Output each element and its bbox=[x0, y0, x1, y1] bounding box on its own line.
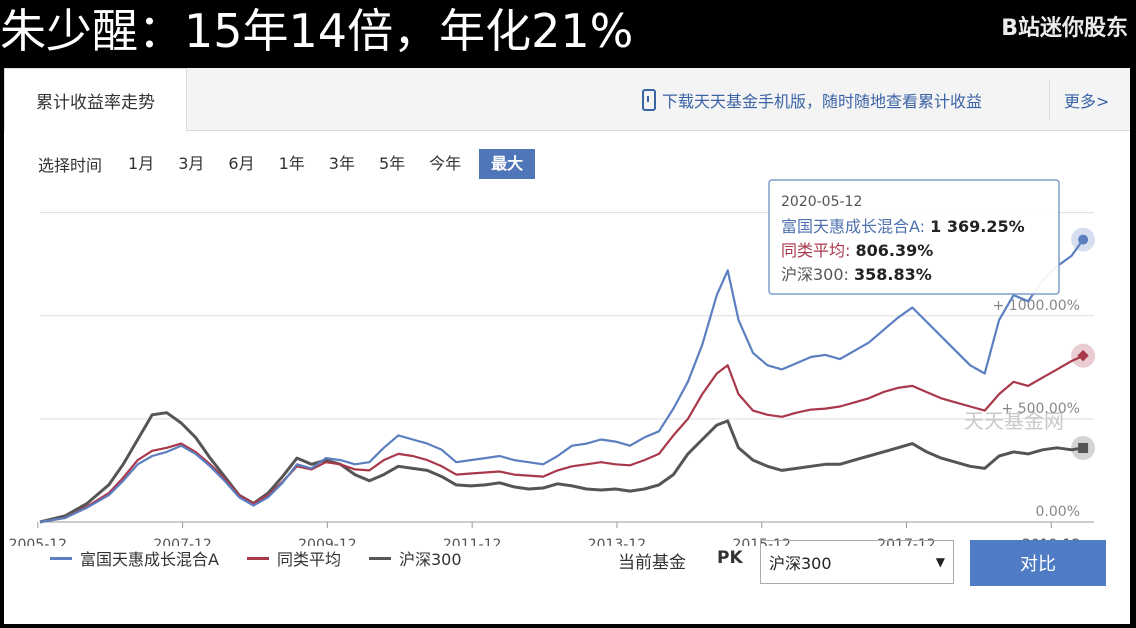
legend-label: 同类平均 bbox=[276, 550, 341, 569]
tooltip-box bbox=[768, 179, 1060, 295]
end-marker bbox=[1077, 350, 1089, 362]
divider bbox=[1049, 80, 1050, 120]
banner-brand: B站迷你股东 bbox=[1001, 16, 1128, 41]
legend-swatch bbox=[50, 556, 72, 560]
pk-label: PK bbox=[717, 548, 743, 568]
x-tick-label: 2013-12 bbox=[588, 537, 647, 546]
x-tick-label: 2015-12 bbox=[732, 537, 791, 546]
promo-text: 下载天天基金手机版，随时随地查看累计收益 bbox=[662, 92, 983, 111]
y-tick-label: 0.00% bbox=[1036, 504, 1080, 520]
tooltip-series-name: 富国天惠成长混合A: bbox=[781, 217, 930, 236]
chart-series bbox=[39, 227, 1096, 524]
banner-title: 朱少醒：15年14倍，年化21% bbox=[0, 4, 634, 58]
app-download-link[interactable]: 下载天天基金手机版，随时随地查看累计收益 bbox=[642, 88, 982, 112]
time-range-1[interactable]: 3月 bbox=[178, 154, 205, 173]
legend-swatch bbox=[368, 556, 391, 560]
compare-select-value: 沪深300 bbox=[769, 554, 832, 573]
x-tick-label: 2009-12 bbox=[298, 537, 357, 546]
time-range-options: 1月 3月 6月 1年 3年 5年 今年 最大 bbox=[116, 149, 536, 179]
series-line-1 bbox=[39, 354, 1084, 524]
video-banner: 朱少醒：15年14倍，年化21% B站迷你股东 bbox=[0, 0, 1136, 66]
time-range-label: 选择时间 bbox=[38, 156, 103, 175]
current-fund-label: 当前基金 bbox=[618, 553, 686, 573]
time-range-7[interactable]: 最大 bbox=[479, 149, 536, 179]
end-marker bbox=[1078, 442, 1089, 453]
time-range-4[interactable]: 3年 bbox=[328, 154, 355, 173]
tooltip-date: 2020-05-12 bbox=[781, 194, 862, 210]
tooltip-series-value: 358.83% bbox=[854, 265, 932, 284]
end-marker bbox=[1078, 234, 1089, 245]
chart-legend: 富国天惠成长混合A 同类平均 沪深300 bbox=[50, 546, 462, 570]
legend-item-2[interactable]: 沪深300 bbox=[368, 546, 462, 570]
time-range-0[interactable]: 1月 bbox=[128, 154, 155, 173]
compare-index-select[interactable]: 沪深300 ▼ bbox=[760, 540, 954, 584]
time-range-5[interactable]: 5年 bbox=[378, 154, 406, 173]
series-line-0 bbox=[39, 238, 1084, 524]
tooltip-series-name: 沪深300: bbox=[781, 265, 854, 284]
chart-tooltip: 2020-05-12 富国天惠成长混合A: 1 369.25% 同类平均: 806.… bbox=[768, 179, 1060, 295]
tooltip-series-value: 1 369.25% bbox=[930, 217, 1024, 236]
x-tick-label: 2007-12 bbox=[153, 537, 212, 546]
dropdown-arrow-icon: ▼ bbox=[935, 555, 945, 569]
compare-button[interactable]: 对比 bbox=[970, 540, 1106, 586]
legend-swatch bbox=[246, 556, 269, 560]
legend-label: 富国天惠成长混合A bbox=[80, 550, 219, 569]
time-range-6[interactable]: 今年 bbox=[429, 154, 462, 173]
tooltip-series-value: 806.39% bbox=[855, 241, 933, 260]
legend-label: 沪深300 bbox=[398, 550, 462, 569]
time-range-3[interactable]: 1年 bbox=[278, 154, 305, 173]
tooltip-row-0: 富国天惠成长混合A: 1 369.25% bbox=[781, 217, 1025, 236]
y-axis-ticks: 0.00% + 500.00% + 1000.00% bbox=[993, 298, 1080, 520]
x-tick-label: 2011-12 bbox=[443, 537, 502, 546]
tooltip-row-1: 同类平均: 806.39% bbox=[781, 241, 933, 260]
phone-icon bbox=[642, 89, 656, 111]
y-tick-label: + 500.00% bbox=[1002, 401, 1080, 417]
x-tick-label: 2005-12 bbox=[9, 537, 68, 546]
y-tick-label: + 1000.00% bbox=[993, 298, 1080, 314]
tab-cumulative-return[interactable]: 累计收益率走势 bbox=[4, 68, 187, 131]
x-tick-label: 2017-12 bbox=[877, 537, 936, 546]
chart-watermark: 天天基金网 bbox=[964, 409, 1064, 433]
legend-item-0[interactable]: 富国天惠成长混合A bbox=[50, 546, 219, 570]
time-range-selector: 选择时间 1月 3月 6月 1年 3年 5年 今年 最大 bbox=[38, 149, 536, 179]
more-link[interactable]: 更多> bbox=[1064, 92, 1110, 111]
tooltip-series-name: 同类平均: bbox=[781, 241, 855, 260]
tab-bar: 累计收益率走势 下载天天基金手机版，随时随地查看累计收益 更多> bbox=[4, 68, 1130, 131]
series-line-2 bbox=[39, 411, 1084, 524]
tooltip-row-2: 沪深300: 358.83% bbox=[781, 265, 932, 284]
fund-chart-panel: 累计收益率走势 下载天天基金手机版，随时随地查看累计收益 更多> 选择时间 1月… bbox=[4, 68, 1130, 624]
legend-item-1[interactable]: 同类平均 bbox=[246, 546, 341, 570]
cumulative-return-chart: 天天基金网 0.00% + 500.00% + 1000.00% 2005-12 20… bbox=[9, 179, 1096, 546]
time-range-2[interactable]: 6月 bbox=[228, 154, 255, 173]
